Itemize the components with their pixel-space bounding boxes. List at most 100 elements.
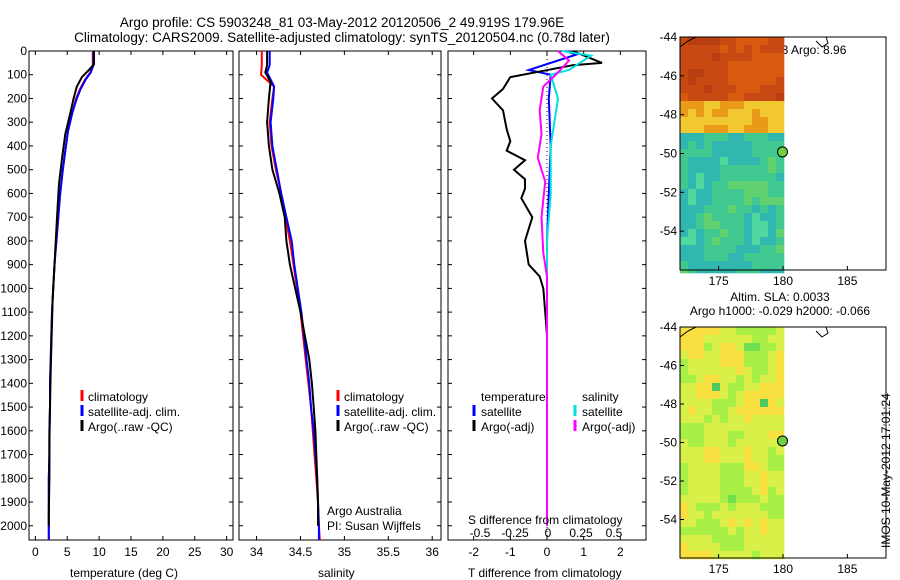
map-cell [720,431,725,436]
map-cell [732,383,737,388]
map-cell [688,217,693,222]
map-cell [696,327,701,332]
map-cell [748,169,753,174]
map-cell [716,355,721,360]
map-cell [760,403,765,408]
map-cell [712,539,717,544]
map-cell [732,551,737,556]
map-cell [756,403,761,408]
map-cell [748,411,753,416]
map-cell [748,201,753,206]
map-cell [724,269,729,274]
map-cell [772,249,777,254]
map-cell [748,351,753,356]
map-cell [736,73,741,78]
map-cell [756,543,761,548]
map-cell [756,37,761,42]
map-cell [764,197,769,202]
map-cell [760,217,765,222]
map-cell [744,97,749,102]
top-tick-label: 0.5 [606,526,623,540]
map-cell [712,475,717,480]
map-cell [688,205,693,210]
map-cell [760,495,765,500]
map-cell [744,531,749,536]
map-cell [736,479,741,484]
map-cell [768,53,773,58]
map-cell [724,261,729,266]
map-cell [760,471,765,476]
map-cell [752,399,757,404]
map-cell [768,383,773,388]
map-cell [760,253,765,258]
map-cell [704,141,709,146]
map-cell [736,261,741,266]
map-cell [688,367,693,372]
map-cell [776,113,781,118]
legend-label: satellite [481,405,522,419]
map-cell [696,543,701,548]
map-cell [744,527,749,532]
map-cell [724,343,729,348]
map-cell [684,93,689,98]
map-cell [748,387,753,392]
map-cell [752,233,757,238]
map-cell [740,435,745,440]
map-cell [756,327,761,332]
map-cell [708,491,713,496]
map-cell [732,555,737,560]
map-cell [684,331,689,336]
map-cell [744,375,749,380]
map-cell [764,379,769,384]
map-cell [728,495,733,500]
map-cell [736,415,741,420]
map-cell [736,161,741,166]
map-cell [772,483,777,488]
map-cell [716,49,721,54]
map-cell [728,221,733,226]
map-cell [696,117,701,122]
map-cell [740,169,745,174]
map-cell [760,249,765,254]
map-cell [764,169,769,174]
map-cell [700,65,705,70]
map-cell [764,253,769,258]
map-cell [688,169,693,174]
map-cell [756,65,761,70]
map-cell [688,471,693,476]
map-cell [748,217,753,222]
map-cell [696,121,701,126]
map-cell [692,491,697,496]
map-cell [744,447,749,452]
map-cell [748,511,753,516]
map-cell [692,391,697,396]
map-cell [692,487,697,492]
map-cell [700,499,705,504]
map-cell [708,169,713,174]
map-cell [720,193,725,198]
map-cell [680,41,685,46]
map-cell [756,141,761,146]
map-cell [680,543,685,548]
map-cell [720,177,725,182]
map-cell [760,125,765,130]
map-cell [700,93,705,98]
map-cell [768,209,773,214]
map-cell [728,169,733,174]
map-cell [684,205,689,210]
map-cell [684,339,689,344]
map-cell [728,455,733,460]
map-cell [732,181,737,186]
map-cell [732,153,737,158]
map-cell [684,169,689,174]
map-cell [688,181,693,186]
map-cell [700,523,705,528]
map-cell [760,237,765,242]
map-cell [728,137,733,142]
map-cell [712,185,717,190]
map-cell [696,427,701,432]
map-cell [720,85,725,90]
map-x-tick-label: 180 [773,562,793,576]
map-cell [696,173,701,178]
map-cell [720,363,725,368]
